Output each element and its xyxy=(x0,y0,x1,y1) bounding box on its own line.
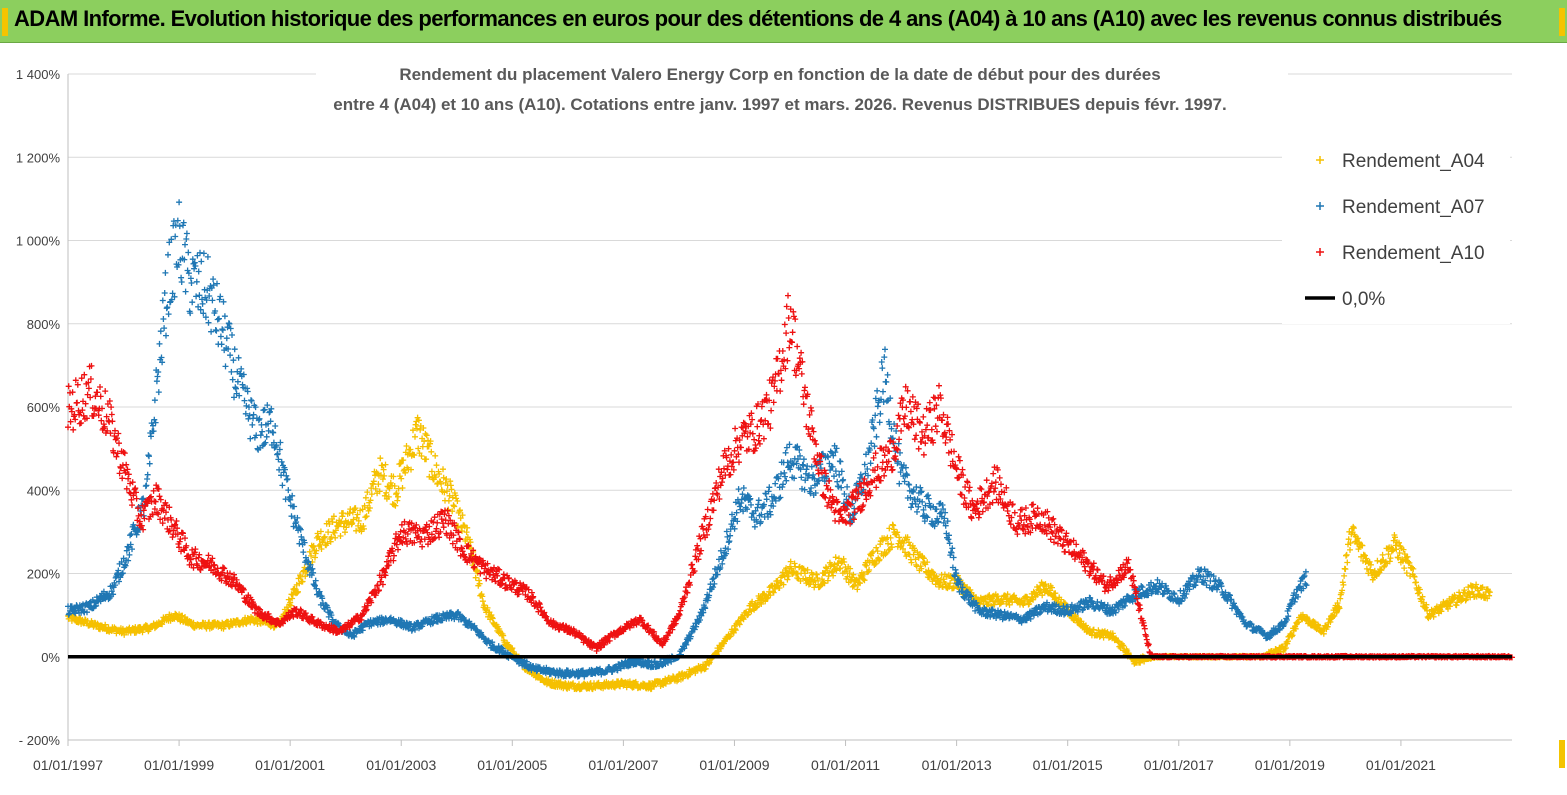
x-tick-label: 01/01/2003 xyxy=(366,757,436,773)
corner-marker-right xyxy=(1559,8,1565,36)
legend-label: Rendement_A07 xyxy=(1342,197,1485,218)
x-tick-label: 01/01/2009 xyxy=(699,757,769,773)
y-tick-label: 400% xyxy=(27,483,61,498)
series-points-rendement_a10 xyxy=(65,292,1515,661)
chart-frame: - 200% 0% 200% 400% 600% 800% 1 000% 1 200% 1 40… xyxy=(0,42,1567,790)
x-tick-label: 01/01/2001 xyxy=(255,757,325,773)
y-tick-label: 1 200% xyxy=(16,150,61,165)
chart-title-box xyxy=(316,54,1288,126)
x-tick-label: 01/01/2015 xyxy=(1033,757,1103,773)
y-tick-label: 800% xyxy=(27,317,61,332)
legend-label: Rendement_A10 xyxy=(1342,243,1485,264)
legend-box xyxy=(1282,134,1510,324)
series-points-rendement_a04 xyxy=(65,414,1493,693)
legend-swatch-marker xyxy=(1316,248,1324,256)
y-tick-label: - 200% xyxy=(19,733,61,748)
corner-marker-left xyxy=(2,8,8,36)
report-title: ADAM Informe. Evolution historique des p… xyxy=(14,6,1502,31)
x-tick-label: 01/01/2013 xyxy=(922,757,992,773)
legend-swatch-marker xyxy=(1316,156,1324,164)
y-tick-label: 600% xyxy=(27,400,61,415)
x-tick-label: 01/01/2021 xyxy=(1366,757,1436,773)
series-rendement_a04 xyxy=(65,414,1493,693)
legend: Rendement_A04 Rendement_A07 Rendement_A10 0… xyxy=(1282,134,1510,324)
corner-marker-bottom-right xyxy=(1559,740,1565,768)
y-tick-label: 1 000% xyxy=(16,234,61,249)
legend-swatch-marker xyxy=(1316,202,1324,210)
x-tick-label: 01/01/2017 xyxy=(1144,757,1214,773)
x-tick-label: 01/01/2007 xyxy=(588,757,658,773)
data-series xyxy=(65,199,1515,693)
x-tick-label: 01/01/1999 xyxy=(144,757,214,773)
y-tick-label: 0% xyxy=(41,650,60,665)
legend-label: Rendement_A04 xyxy=(1342,151,1485,172)
report-banner: ADAM Informe. Evolution historique des p… xyxy=(0,0,1567,43)
y-tick-label: 1 400% xyxy=(16,67,61,82)
chart-title-line-1: Rendement du placement Valero Energy Cor… xyxy=(399,65,1160,84)
x-axis: 01/01/1997 01/01/1999 01/01/2001 01/01/2003… xyxy=(33,740,1436,773)
y-axis: - 200% 0% 200% 400% 600% 800% 1 000% 1 200% 1 40… xyxy=(16,67,1512,748)
y-tick-label: 200% xyxy=(27,567,61,582)
x-tick-label: 01/01/2019 xyxy=(1255,757,1325,773)
series-rendement_a10 xyxy=(65,292,1515,661)
x-tick-label: 01/01/2011 xyxy=(811,757,880,773)
chart-title-line-2: entre 4 (A04) et 10 ans (A10). Cotations… xyxy=(333,95,1227,114)
x-tick-label: 01/01/1997 xyxy=(33,757,103,773)
performance-scatter-chart: - 200% 0% 200% 400% 600% 800% 1 000% 1 200% 1 40… xyxy=(16,54,1515,773)
legend-label: 0,0% xyxy=(1342,289,1385,310)
x-tick-label: 01/01/2005 xyxy=(477,757,547,773)
